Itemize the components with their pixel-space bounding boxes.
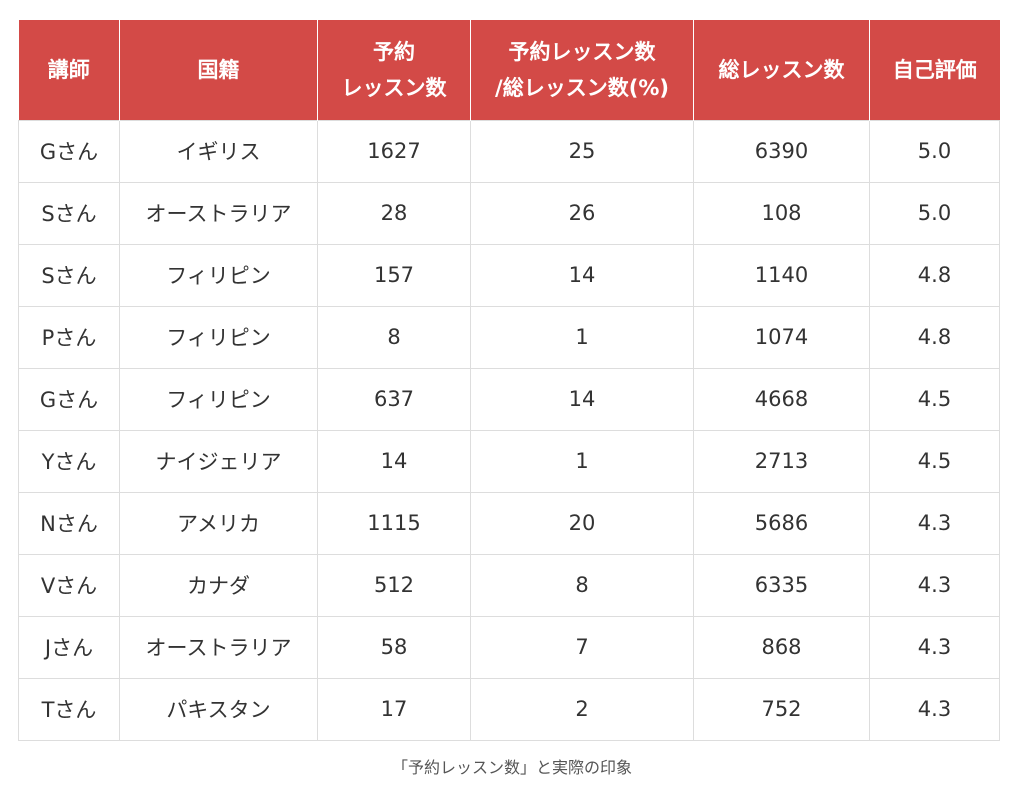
cell-reserved-ratio: 1 [470, 429, 694, 493]
cell-total-lessons: 5686 [693, 491, 870, 555]
cell-nationality: カナダ [119, 553, 318, 617]
header-self-rating: 自己評価 [869, 20, 1000, 120]
cell-total-lessons: 6390 [693, 119, 870, 183]
cell-reserved-ratio: 7 [470, 615, 694, 679]
cell-teacher: Vさん [18, 553, 120, 617]
header-nationality-label: 国籍 [197, 57, 240, 82]
cell-nationality: オーストラリア [119, 181, 318, 245]
cell-teacher: Yさん [18, 429, 120, 493]
table-row: Gさん フィリピン 637 14 4668 4.5 [18, 367, 1000, 431]
header-total-lessons-label: 総レッスン数 [718, 57, 845, 82]
cell-self-rating: 5.0 [869, 119, 1000, 183]
cell-teacher: Tさん [18, 677, 120, 741]
header-reserved-ratio: 予約レッスン数 /総レッスン数(%) [470, 20, 694, 120]
cell-teacher: Sさん [18, 181, 120, 245]
header-self-rating-label: 自己評価 [892, 57, 977, 82]
cell-nationality: パキスタン [119, 677, 318, 741]
cell-reserved-lessons: 637 [317, 367, 471, 431]
header-row: 講師 国籍 予約 レッスン数 予約レッスン数 /総レッスン数(%) 総レッスン数… [18, 20, 1000, 120]
teacher-table: 講師 国籍 予約 レッスン数 予約レッスン数 /総レッスン数(%) 総レッスン数… [18, 20, 1000, 741]
cell-self-rating: 4.3 [869, 615, 1000, 679]
cell-reserved-ratio: 1 [470, 305, 694, 369]
cell-reserved-lessons: 1627 [317, 119, 471, 183]
table-caption: 「予約レッスン数」と実際の印象 [391, 758, 632, 777]
header-reserved-ratio-line2: /総レッスン数(%) [495, 75, 669, 100]
cell-reserved-lessons: 58 [317, 615, 471, 679]
header-reserved-ratio-line1: 予約レッスン数 [508, 39, 656, 64]
table-row: Sさん オーストラリア 28 26 108 5.0 [18, 181, 1000, 245]
table-body: Gさん イギリス 1627 25 6390 5.0 Sさん オーストラリア 28… [18, 119, 1000, 741]
data-table-container: 講師 国籍 予約 レッスン数 予約レッスン数 /総レッスン数(%) 総レッスン数… [18, 20, 1000, 741]
cell-total-lessons: 108 [693, 181, 870, 245]
header-teacher-label: 講師 [47, 57, 90, 82]
table-row: Yさん ナイジェリア 14 1 2713 4.5 [18, 429, 1000, 493]
cell-nationality: イギリス [119, 119, 318, 183]
cell-total-lessons: 4668 [693, 367, 870, 431]
cell-total-lessons: 1074 [693, 305, 870, 369]
cell-reserved-ratio: 14 [470, 367, 694, 431]
cell-self-rating: 4.3 [869, 677, 1000, 741]
header-teacher: 講師 [18, 20, 120, 120]
cell-self-rating: 4.8 [869, 243, 1000, 307]
cell-teacher: Jさん [18, 615, 120, 679]
table-row: Pさん フィリピン 8 1 1074 4.8 [18, 305, 1000, 369]
cell-nationality: フィリピン [119, 305, 318, 369]
cell-reserved-ratio: 20 [470, 491, 694, 555]
cell-nationality: フィリピン [119, 367, 318, 431]
table-row: Vさん カナダ 512 8 6335 4.3 [18, 553, 1000, 617]
cell-reserved-lessons: 17 [317, 677, 471, 741]
header-reserved-lessons: 予約 レッスン数 [317, 20, 471, 120]
cell-self-rating: 4.3 [869, 491, 1000, 555]
table-row: Sさん フィリピン 157 14 1140 4.8 [18, 243, 1000, 307]
cell-teacher: Sさん [18, 243, 120, 307]
cell-nationality: フィリピン [119, 243, 318, 307]
cell-reserved-lessons: 14 [317, 429, 471, 493]
table-row: Jさん オーストラリア 58 7 868 4.3 [18, 615, 1000, 679]
cell-self-rating: 5.0 [869, 181, 1000, 245]
cell-teacher: Gさん [18, 367, 120, 431]
cell-nationality: ナイジェリア [119, 429, 318, 493]
table-row: Gさん イギリス 1627 25 6390 5.0 [18, 119, 1000, 183]
header-reserved-lessons-line1: 予約 [373, 39, 415, 64]
cell-reserved-ratio: 14 [470, 243, 694, 307]
cell-total-lessons: 868 [693, 615, 870, 679]
cell-reserved-ratio: 2 [470, 677, 694, 741]
cell-reserved-lessons: 28 [317, 181, 471, 245]
cell-self-rating: 4.3 [869, 553, 1000, 617]
cell-reserved-lessons: 512 [317, 553, 471, 617]
cell-total-lessons: 2713 [693, 429, 870, 493]
cell-self-rating: 4.8 [869, 305, 1000, 369]
cell-total-lessons: 6335 [693, 553, 870, 617]
cell-reserved-ratio: 26 [470, 181, 694, 245]
header-nationality: 国籍 [119, 20, 318, 120]
table-row: Tさん パキスタン 17 2 752 4.3 [18, 677, 1000, 741]
cell-reserved-lessons: 1115 [317, 491, 471, 555]
cell-nationality: アメリカ [119, 491, 318, 555]
cell-reserved-ratio: 8 [470, 553, 694, 617]
cell-self-rating: 4.5 [869, 429, 1000, 493]
cell-nationality: オーストラリア [119, 615, 318, 679]
table-row: Nさん アメリカ 1115 20 5686 4.3 [18, 491, 1000, 555]
cell-reserved-ratio: 25 [470, 119, 694, 183]
cell-self-rating: 4.5 [869, 367, 1000, 431]
cell-teacher: Pさん [18, 305, 120, 369]
header-reserved-lessons-line2: レッスン数 [341, 75, 447, 100]
cell-total-lessons: 1140 [693, 243, 870, 307]
cell-reserved-lessons: 157 [317, 243, 471, 307]
table-header: 講師 国籍 予約 レッスン数 予約レッスン数 /総レッスン数(%) 総レッスン数… [18, 20, 1000, 120]
cell-total-lessons: 752 [693, 677, 870, 741]
cell-reserved-lessons: 8 [317, 305, 471, 369]
cell-teacher: Nさん [18, 491, 120, 555]
cell-teacher: Gさん [18, 119, 120, 183]
header-total-lessons: 総レッスン数 [693, 20, 870, 120]
